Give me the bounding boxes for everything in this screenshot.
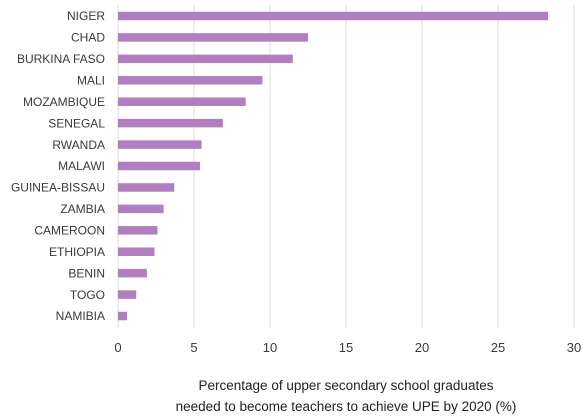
x-axis-label-line-1: Percentage of upper secondary school gra… <box>199 378 494 393</box>
bar <box>118 97 246 106</box>
x-tick-label: 10 <box>263 340 277 355</box>
category-label: MALAWI <box>58 159 105 173</box>
category-label: BURKINA FASO <box>17 52 105 66</box>
bar <box>118 183 175 192</box>
category-label: GUINEA-BISSAU <box>11 181 105 195</box>
bar <box>118 140 202 149</box>
bar <box>118 226 158 235</box>
category-label: ETHIOPIA <box>49 245 105 259</box>
category-label: MALI <box>77 73 105 87</box>
category-labels: NIGER CHAD BURKINA FASO MALI MOZAMBIQUE SENEG… <box>11 9 105 323</box>
x-tick-labels: 0 5 10 15 20 25 30 <box>114 340 581 355</box>
category-label: TOGO <box>70 288 105 302</box>
x-axis-label-line-2: needed to become teachers to achieve UPE… <box>176 399 517 414</box>
category-label: SENEGAL <box>48 116 105 130</box>
bar <box>118 290 137 299</box>
bar <box>118 54 293 64</box>
bar <box>118 33 308 42</box>
category-label: ZAMBIA <box>60 202 105 216</box>
bar <box>118 161 201 171</box>
category-label: RWANDA <box>52 138 105 152</box>
x-tick-label: 15 <box>339 340 353 355</box>
category-label: CHAD <box>71 31 105 45</box>
bars <box>118 11 549 321</box>
bar <box>118 268 147 278</box>
x-tick-label: 20 <box>415 340 429 355</box>
category-label: BENIN <box>68 266 105 280</box>
bar <box>118 204 164 214</box>
x-tick-label: 0 <box>114 340 121 355</box>
category-label: CAMEROON <box>34 224 105 238</box>
category-label: NIGER <box>67 9 105 23</box>
bar <box>118 76 263 85</box>
bar <box>118 311 128 321</box>
category-label: MOZAMBIQUE <box>23 95 105 109</box>
bar <box>118 118 223 128</box>
x-tick-label: 25 <box>491 340 505 355</box>
category-label: NAMIBIA <box>56 309 105 323</box>
bar <box>118 11 549 21</box>
x-tick-label: 5 <box>190 340 197 355</box>
bar <box>118 247 155 256</box>
x-tick-label: 30 <box>567 340 581 355</box>
